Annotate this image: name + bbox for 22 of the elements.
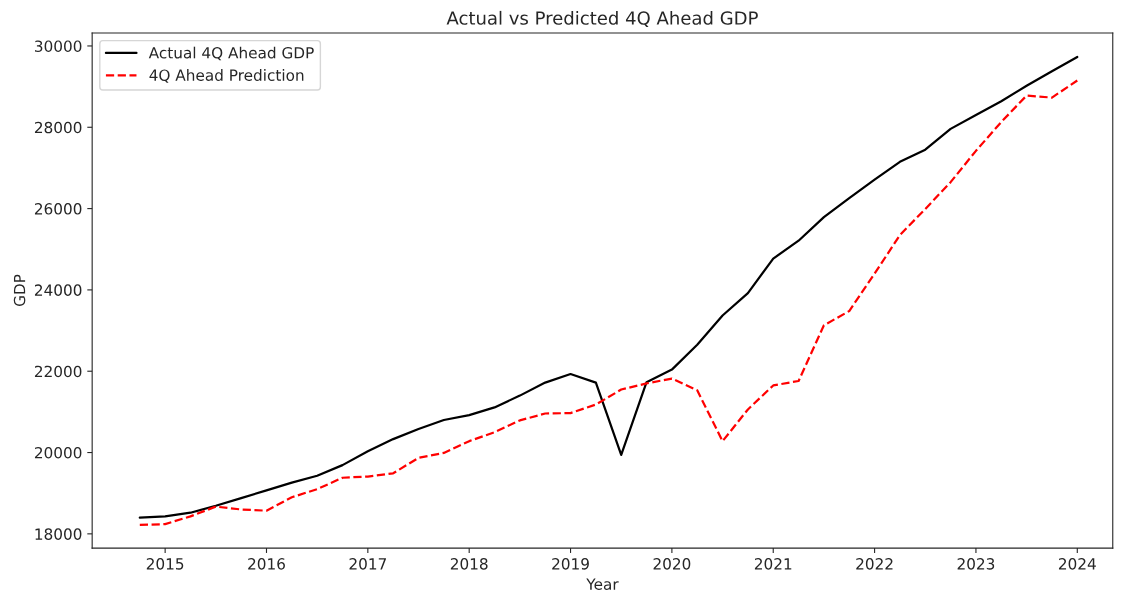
y-tick-label: 26000	[34, 203, 82, 215]
x-axis-title: Year	[586, 578, 619, 590]
y-tick-label: 22000	[34, 365, 82, 378]
x-tick-label: 2020	[653, 558, 691, 570]
x-tick-label: 2018	[450, 558, 488, 570]
y-tick-label: 18000	[35, 528, 82, 540]
y-tick-label: 24000	[34, 284, 82, 296]
y-tick-label: 30000	[35, 40, 82, 52]
y-axis-title: GDP	[13, 274, 26, 307]
legend-label: 4Q Ahead Prediction	[149, 69, 304, 83]
x-tick-label: 2024	[1058, 558, 1096, 570]
legend-label: Actual 4Q Ahead GDP	[148, 46, 314, 61]
x-tick-label: 2023	[957, 558, 995, 570]
x-tick-label: 2021	[754, 558, 792, 570]
chart-title: Actual vs Predicted 4Q Ahead GDP	[446, 10, 758, 27]
x-tick-label: 2016	[248, 558, 285, 570]
x-tick-label: 2017	[349, 558, 386, 570]
x-tick-label: 2015	[146, 558, 184, 570]
y-tick-label: 20000	[34, 447, 82, 459]
x-tick-label: 2022	[856, 558, 893, 570]
y-tick-label: 28000	[34, 121, 82, 134]
x-tick-label: 2019	[552, 558, 589, 570]
